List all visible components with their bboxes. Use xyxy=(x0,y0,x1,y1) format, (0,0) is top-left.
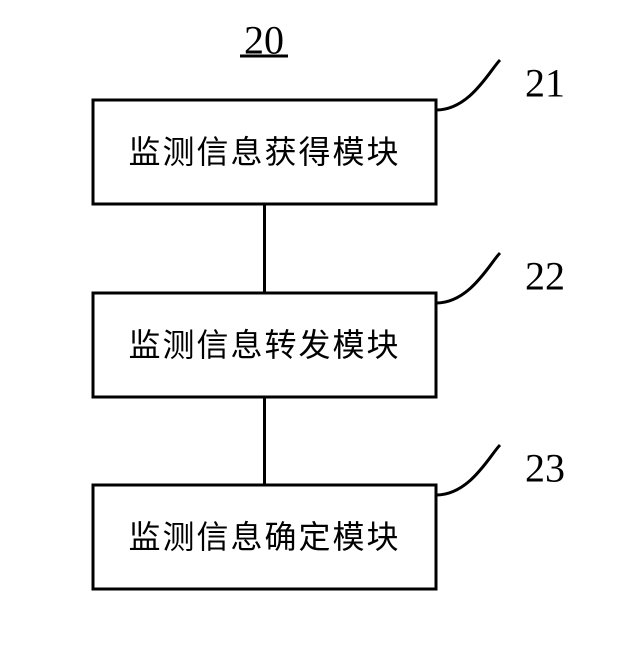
node-label: 监测信息获得模块 xyxy=(128,134,400,170)
diagram-canvas: 20 监测信息获得模块监测信息转发模块监测信息确定模块 212223 xyxy=(0,0,626,671)
callout-curve xyxy=(436,253,500,303)
callout-curve xyxy=(436,445,500,495)
callouts-group: 21 22 23 xyxy=(436,60,565,495)
nodes-group: 监测信息获得模块监测信息转发模块监测信息确定模块 xyxy=(93,100,436,589)
callout-curve xyxy=(436,60,500,110)
node-label: 监测信息转发模块 xyxy=(128,327,400,363)
ref-label: 21 xyxy=(525,61,565,106)
ref-label: 22 xyxy=(525,254,565,299)
node-label: 监测信息确定模块 xyxy=(128,519,400,555)
ref-label: 23 xyxy=(525,446,565,491)
